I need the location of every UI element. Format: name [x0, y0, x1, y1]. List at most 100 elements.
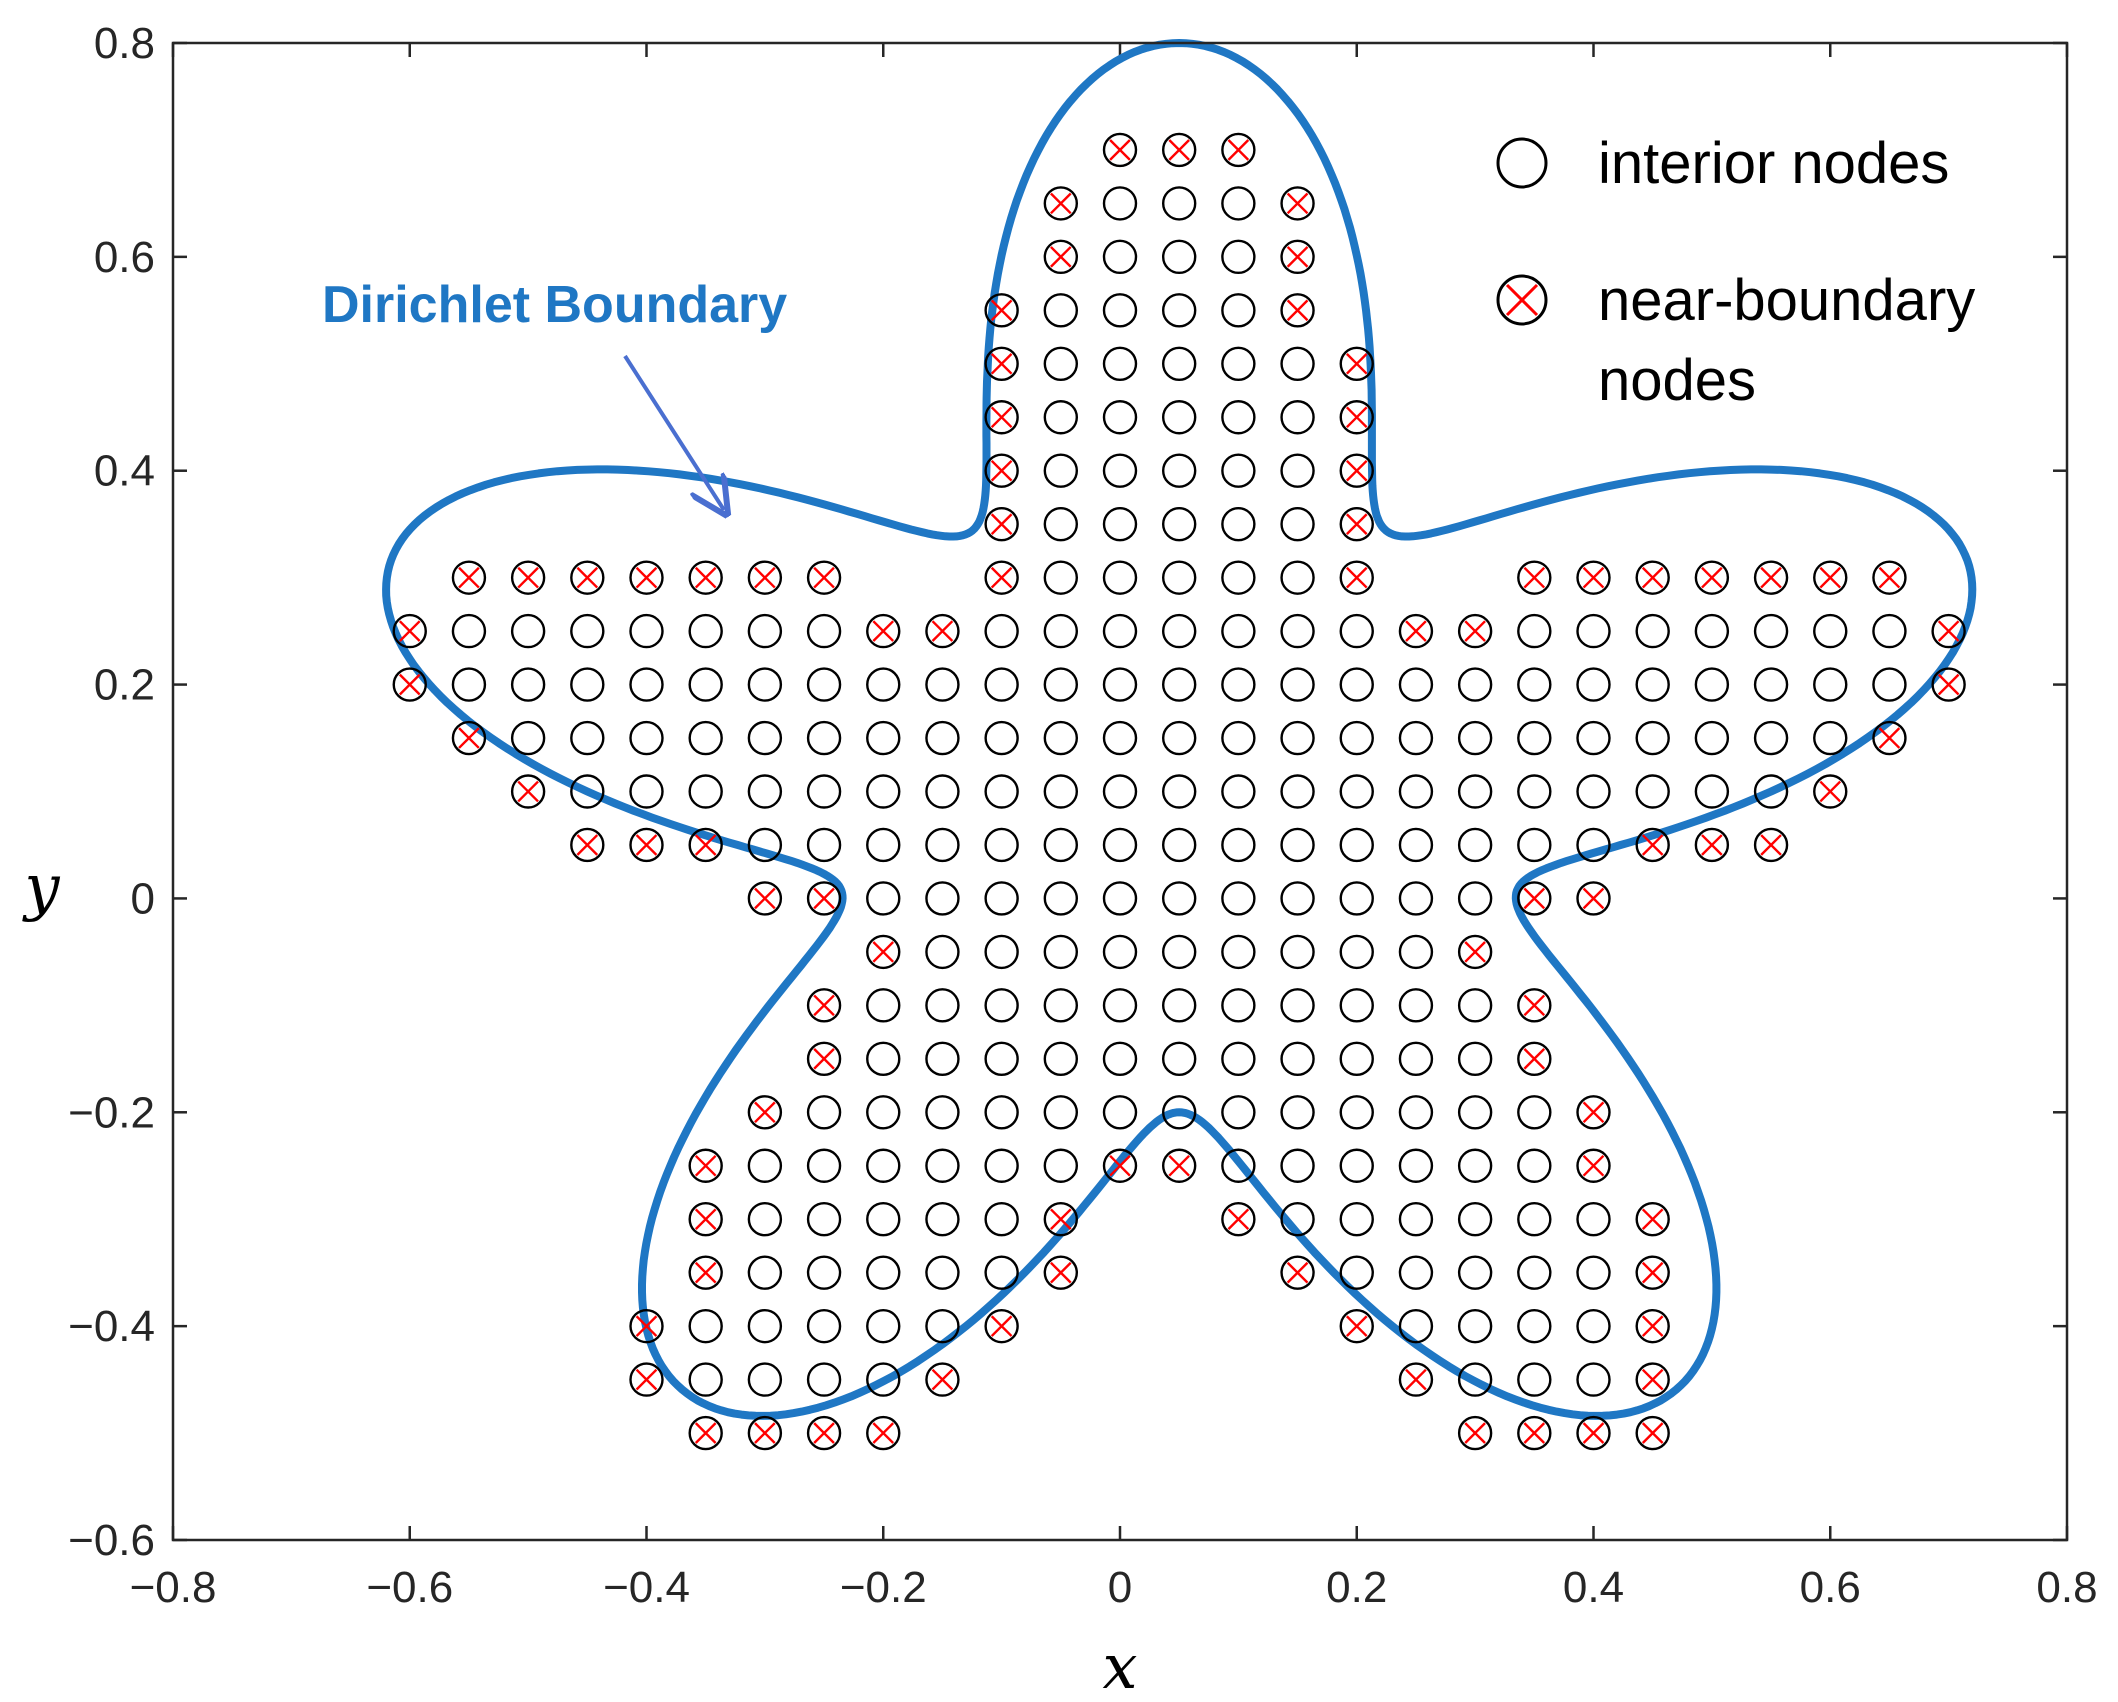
- interior-node: [1517, 1202, 1552, 1237]
- near-boundary-node: [629, 1362, 664, 1397]
- interior-node: [925, 720, 960, 756]
- interior-node: [1102, 560, 1138, 595]
- interior-node: [866, 1308, 901, 1344]
- interior-node: [747, 1362, 783, 1397]
- interior-node: [1517, 827, 1552, 863]
- interior-node: [1043, 720, 1079, 756]
- y-axis-label: y: [21, 850, 60, 923]
- interior-node: [747, 1202, 783, 1237]
- interior-node: [1457, 1041, 1493, 1077]
- legend-marker-near-boundary: [1496, 274, 1548, 326]
- interior-node: [1221, 613, 1256, 649]
- interior-node: [1576, 1255, 1611, 1290]
- interior-node: [984, 1041, 1019, 1077]
- near-boundary-node: [1221, 132, 1256, 168]
- near-boundary-node: [866, 613, 901, 649]
- near-boundary-node: [1043, 1202, 1079, 1237]
- near-boundary-node: [747, 881, 783, 916]
- near-boundary-node: [806, 988, 842, 1023]
- near-boundary-node: [1517, 988, 1552, 1023]
- interior-node: [806, 1202, 842, 1237]
- interior-node: [806, 1255, 842, 1290]
- interior-node: [866, 1255, 901, 1290]
- interior-node: [925, 1041, 960, 1077]
- interior-node: [1161, 827, 1197, 863]
- near-boundary-node: [1457, 613, 1493, 649]
- interior-node: [806, 667, 842, 702]
- interior-node: [925, 1202, 960, 1237]
- near-boundary-node: [1043, 186, 1079, 221]
- near-boundary-node: [1043, 239, 1079, 275]
- interior-node: [1635, 667, 1670, 702]
- interior-node: [1339, 988, 1374, 1023]
- near-boundary-node: [629, 560, 664, 595]
- y-tick-label: 0.6: [94, 233, 155, 282]
- interior-node: [1043, 667, 1079, 702]
- near-boundary-node: [1280, 1255, 1315, 1290]
- near-boundary-node: [1635, 827, 1670, 863]
- y-tick-label: 0.2: [94, 661, 155, 710]
- interior-node: [1043, 934, 1079, 970]
- near-boundary-node: [570, 560, 605, 595]
- interior-node: [510, 613, 546, 649]
- x-axis-label: x: [1103, 1630, 1138, 1702]
- interior-node: [866, 988, 901, 1023]
- near-boundary-node: [747, 1415, 783, 1451]
- interior-node: [747, 1255, 783, 1290]
- near-boundary-node: [570, 827, 605, 863]
- interior-node: [1280, 1095, 1315, 1130]
- interior-node: [866, 827, 901, 863]
- interior-node: [1161, 881, 1197, 916]
- interior-node: [629, 667, 664, 702]
- interior-node: [1280, 881, 1315, 916]
- interior-node: [1043, 988, 1079, 1023]
- near-boundary-node: [1457, 1415, 1493, 1451]
- interior-node: [1339, 774, 1374, 809]
- interior-node: [1161, 560, 1197, 595]
- interior-node: [866, 881, 901, 916]
- near-boundary-node: [1576, 1148, 1611, 1183]
- near-boundary-node: [1161, 1148, 1197, 1183]
- near-boundary-node: [1872, 720, 1907, 756]
- near-boundary-node: [806, 1041, 842, 1077]
- legend-marker-interior: [1496, 137, 1548, 189]
- near-boundary-node: [688, 1202, 723, 1237]
- interior-node: [1221, 934, 1256, 970]
- interior-node: [1872, 667, 1907, 702]
- interior-node: [1576, 613, 1611, 649]
- interior-node: [1102, 827, 1138, 863]
- interior-node: [1398, 1095, 1434, 1130]
- interior-node: [1457, 720, 1493, 756]
- near-boundary-node: [866, 934, 901, 970]
- interior-node: [1280, 1041, 1315, 1077]
- interior-node: [1339, 1041, 1374, 1077]
- interior-node: [984, 934, 1019, 970]
- near-boundary-node: [1635, 1255, 1670, 1290]
- interior-node: [1457, 667, 1493, 702]
- annotation-arrow: [623, 354, 724, 510]
- interior-node: [866, 1095, 901, 1130]
- near-boundary-node: [629, 827, 664, 863]
- interior-node: [1043, 827, 1079, 863]
- interior-node: [1339, 934, 1374, 970]
- interior-node: [1280, 827, 1315, 863]
- interior-node: [747, 720, 783, 756]
- near-boundary-node: [1694, 827, 1730, 863]
- interior-node: [1161, 186, 1197, 221]
- interior-node: [1339, 1148, 1374, 1183]
- near-boundary-node: [1517, 560, 1552, 595]
- near-boundary-node: [984, 453, 1019, 488]
- x-tick-label: 0.4: [1563, 1563, 1624, 1612]
- interior-node: [1576, 720, 1611, 756]
- near-boundary-node: [984, 400, 1019, 435]
- near-boundary-node: [629, 1308, 664, 1344]
- near-boundary-node: [688, 827, 723, 863]
- near-boundary-node: [392, 613, 427, 649]
- interior-node: [1161, 774, 1197, 809]
- interior-node: [747, 774, 783, 809]
- interior-node: [1398, 827, 1434, 863]
- interior-node: [1635, 720, 1670, 756]
- near-boundary-node: [1161, 132, 1197, 168]
- interior-node: [1280, 506, 1315, 542]
- interior-node: [1102, 1041, 1138, 1077]
